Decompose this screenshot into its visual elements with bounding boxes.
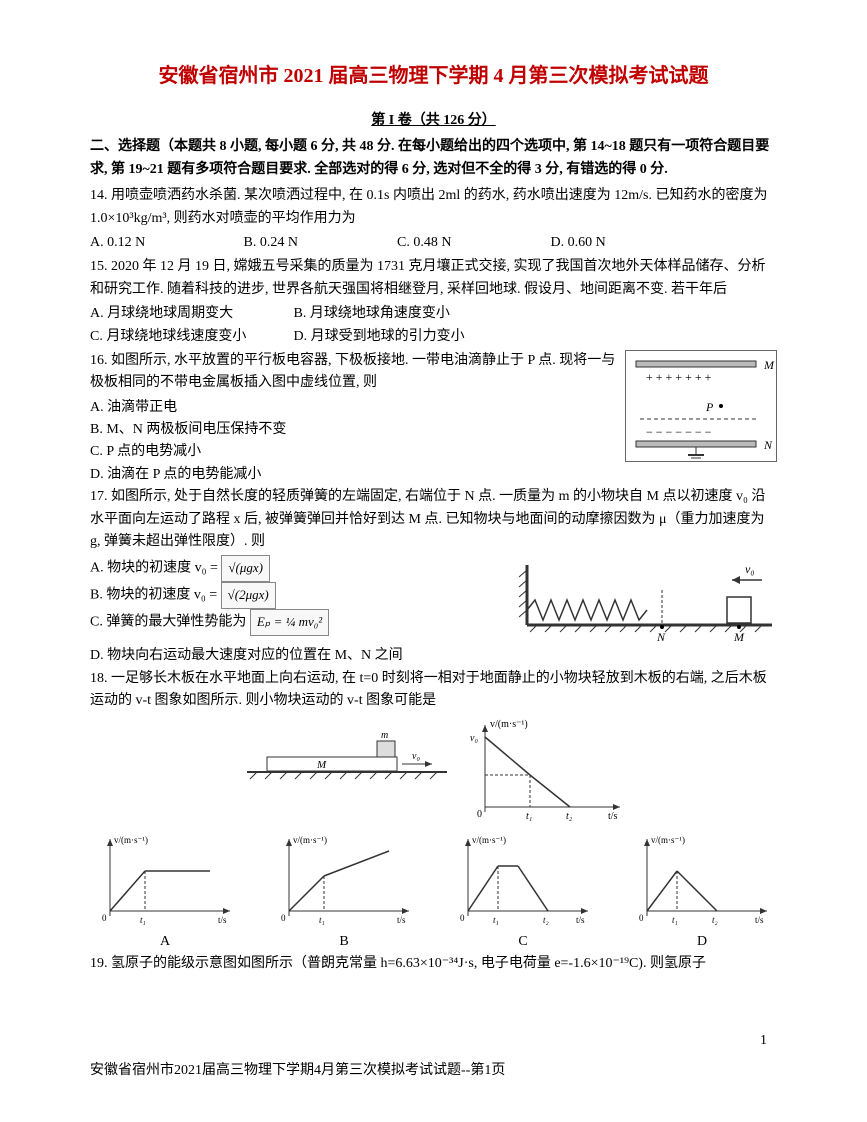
page-number: 1	[760, 1030, 767, 1052]
q14-b: B. 0.24 N	[244, 232, 394, 254]
label-p: P	[705, 400, 714, 414]
svg-text:t₂: t₂	[712, 915, 718, 925]
q17-stem: 17. 如图所示, 处于自然长度的轻质弹簧的左端固定, 右端位于 N 点. 一质…	[90, 486, 777, 553]
instructions: 二、选择题（本题共 8 小题, 每小题 6 分, 共 48 分. 在每小题给出的…	[90, 136, 777, 181]
x-axis-label: t/s	[608, 811, 618, 822]
q18-stem: 18. 一足够长木板在水平地面上向右运动, 在 t=0 时刻将一相对于地面静止的…	[90, 668, 777, 713]
q14-c: C. 0.48 N	[397, 232, 547, 254]
label-block-m: m	[381, 730, 388, 741]
svg-text:v/(m·s⁻¹): v/(m·s⁻¹)	[293, 835, 327, 845]
svg-text:0: 0	[102, 913, 107, 923]
svg-text:t₂: t₂	[543, 915, 549, 925]
q15-c: C. 月球绕地球线速度变小	[90, 326, 290, 348]
q19-stem: 19. 氢原子的能级示意图如图所示（普朗克常量 h=6.63×10⁻³⁴J·s,…	[90, 953, 777, 975]
label-c: C	[448, 931, 598, 953]
formula-a: √(μgx)	[221, 555, 270, 582]
svg-text:t/s: t/s	[576, 915, 585, 925]
q15-options: A. 月球绕地球周期变大 B. 月球绕地球角速度变小 C. 月球绕地球线速度变小…	[90, 303, 777, 348]
label-t1: t₁	[526, 811, 532, 822]
svg-text:v/(m·s⁻¹): v/(m·s⁻¹)	[651, 835, 685, 845]
y-axis-label: v/(m·s⁻¹)	[490, 719, 528, 730]
svg-text:v/(m·s⁻¹): v/(m·s⁻¹)	[472, 835, 506, 845]
part-header: 第 I 卷（共 126 分）	[90, 110, 777, 132]
label-d: D	[627, 931, 777, 953]
capacitor-diagram: M + + + + + + + P − − − − − − − N	[626, 351, 776, 461]
graph-a: v/(m·s⁻¹) t/s 0 t₁	[90, 831, 240, 931]
label-t2: t₂	[566, 811, 573, 822]
svg-text:0: 0	[477, 809, 482, 820]
label-n: N	[763, 438, 773, 452]
spring-block-diagram: N M v₀	[517, 555, 777, 645]
label-m: M	[763, 358, 775, 372]
graph-d: v/(m·s⁻¹) t/s 0 t₁ t₂	[627, 831, 777, 931]
label-v0: v₀	[745, 562, 755, 576]
label-b: B	[269, 931, 419, 953]
formula-c: Eₚ = ¼ mv₀²	[250, 609, 329, 636]
exam-title: 安徽省宿州市 2021 届高三物理下学期 4 月第三次模拟考试试题	[90, 60, 777, 92]
q14-a: A. 0.12 N	[90, 232, 240, 254]
svg-text:0: 0	[639, 913, 644, 923]
svg-text:v/(m·s⁻¹): v/(m·s⁻¹)	[114, 835, 148, 845]
q18-opt-b: v/(m·s⁻¹) t/s 0 t₁ B	[269, 831, 419, 953]
formula-b: √(2μgx)	[221, 582, 276, 609]
q18-opt-c: v/(m·s⁻¹) t/s 0 t₁ t₂ C	[448, 831, 598, 953]
label-plank-m: M	[316, 759, 327, 771]
svg-text:t₁: t₁	[140, 915, 146, 925]
label-v0-y: v₀	[470, 733, 478, 744]
svg-text:t/s: t/s	[755, 915, 764, 925]
svg-text:t₁: t₁	[672, 915, 678, 925]
q18-top-figures: M m v₀ v/(m·s⁻¹) t/s 0 v₀ t₁ t₂	[90, 717, 777, 827]
svg-text:+ + + + + + +: + + + + + + +	[646, 370, 712, 384]
q14-d: D. 0.60 N	[551, 232, 701, 254]
q15-a: A. 月球绕地球周期变大	[90, 303, 290, 325]
q18-option-graphs: v/(m·s⁻¹) t/s 0 t₁ A v/(m·s⁻¹) t/s 0 t₁ …	[90, 831, 777, 953]
svg-text:0: 0	[460, 913, 465, 923]
plank-vt-graph: v/(m·s⁻¹) t/s 0 v₀ t₁ t₂	[460, 717, 630, 827]
label-m: M	[733, 630, 745, 644]
svg-text:t₁: t₁	[319, 915, 325, 925]
svg-text:t/s: t/s	[218, 915, 227, 925]
q17-figure: N M v₀	[517, 555, 777, 645]
label-n: N	[656, 630, 666, 644]
label-a: A	[90, 931, 240, 953]
q16-d: D. 油滴在 P 点的电势能减小	[90, 464, 777, 486]
svg-text:t₁: t₁	[493, 915, 499, 925]
label-v0-arrow: v₀	[412, 751, 420, 762]
q18-opt-d: v/(m·s⁻¹) t/s 0 t₁ t₂ D	[627, 831, 777, 953]
svg-text:t/s: t/s	[397, 915, 406, 925]
q15-b: B. 月球绕地球角速度变小	[294, 303, 450, 325]
footer-text: 安徽省宿州市2021届高三物理下学期4月第三次模拟考试试题--第1页	[90, 1060, 505, 1082]
svg-text:0: 0	[281, 913, 286, 923]
q14-stem: 14. 用喷壶喷洒药水杀菌. 某次喷洒过程中, 在 0.1s 内喷出 2ml 的…	[90, 185, 777, 230]
q16-figure: M + + + + + + + P − − − − − − − N	[625, 350, 777, 462]
q15-d: D. 月球受到地球的引力变小	[294, 326, 465, 348]
plank-block-diagram: M m v₀	[237, 717, 457, 787]
q14-options: A. 0.12 N B. 0.24 N C. 0.48 N D. 0.60 N	[90, 232, 777, 254]
q18-opt-a: v/(m·s⁻¹) t/s 0 t₁ A	[90, 831, 240, 953]
graph-b: v/(m·s⁻¹) t/s 0 t₁	[269, 831, 419, 931]
svg-text:− − − − − − −: − − − − − − −	[646, 425, 712, 439]
q17-d: D. 物块向右运动最大速度对应的位置在 M、N 之间	[90, 645, 777, 667]
q15-stem: 15. 2020 年 12 月 19 日, 嫦娥五号采集的质量为 1731 克月…	[90, 256, 777, 301]
graph-c: v/(m·s⁻¹) t/s 0 t₁ t₂	[448, 831, 598, 931]
